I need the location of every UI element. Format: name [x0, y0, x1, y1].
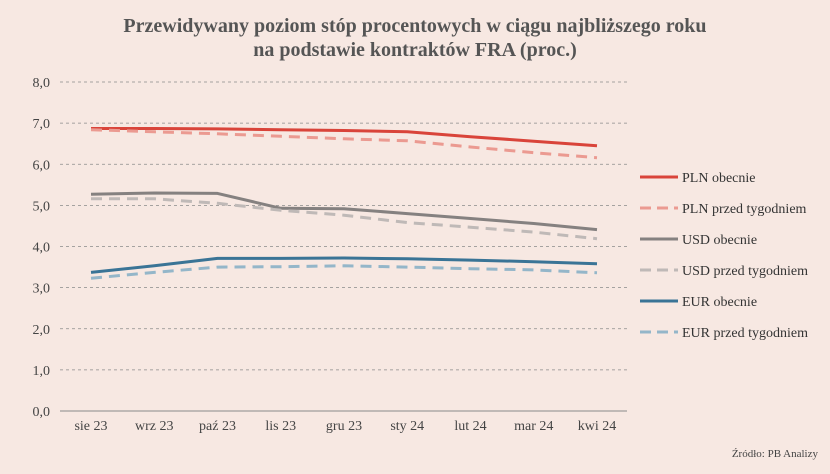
x-tick-label: sie 23: [74, 419, 107, 434]
series-line: [90, 191, 598, 232]
x-tick-label: kwi 24: [578, 419, 617, 434]
series-line: [91, 127, 598, 148]
legend-label: EUR przed tygodniem: [682, 326, 808, 341]
y-tick-label: 8,0: [33, 76, 51, 91]
source-note: Źródło: PB Analizy: [731, 448, 818, 460]
series-line: [90, 264, 598, 280]
y-tick-label: 4,0: [33, 241, 51, 256]
legend-label: PLN przed tygodniem: [682, 202, 807, 217]
y-tick-label: 5,0: [33, 199, 51, 214]
chart-title-line-2: na podstawie kontraktów FRA (proc.): [253, 39, 577, 61]
legend-label: USD obecnie: [682, 233, 757, 248]
series-line: [91, 197, 598, 241]
y-tick-label: 2,0: [33, 323, 51, 338]
series-line: [90, 128, 598, 160]
y-tick-label: 1,0: [33, 364, 51, 379]
x-tick-label: gru 23: [326, 419, 362, 434]
x-tick-label: wrz 23: [135, 419, 174, 434]
x-tick-label: lut 24: [454, 419, 486, 434]
x-tick-label: paź 23: [199, 419, 236, 434]
series-line: [90, 256, 598, 274]
legend-label: PLN obecnie: [682, 171, 755, 186]
y-tick-label: 7,0: [33, 117, 51, 132]
x-tick-label: mar 24: [514, 419, 553, 434]
legend-label: USD przed tygodniem: [682, 264, 808, 279]
y-tick-label: 0,0: [33, 405, 51, 420]
x-tick-label: sty 24: [390, 419, 424, 434]
legend-label: EUR obecnie: [682, 295, 757, 310]
y-tick-label: 3,0: [33, 282, 51, 297]
x-tick-label: lis 23: [265, 419, 296, 434]
chart-title-line-1: Przewidywany poziom stóp procentowych w …: [123, 15, 707, 37]
y-tick-label: 6,0: [33, 158, 51, 173]
